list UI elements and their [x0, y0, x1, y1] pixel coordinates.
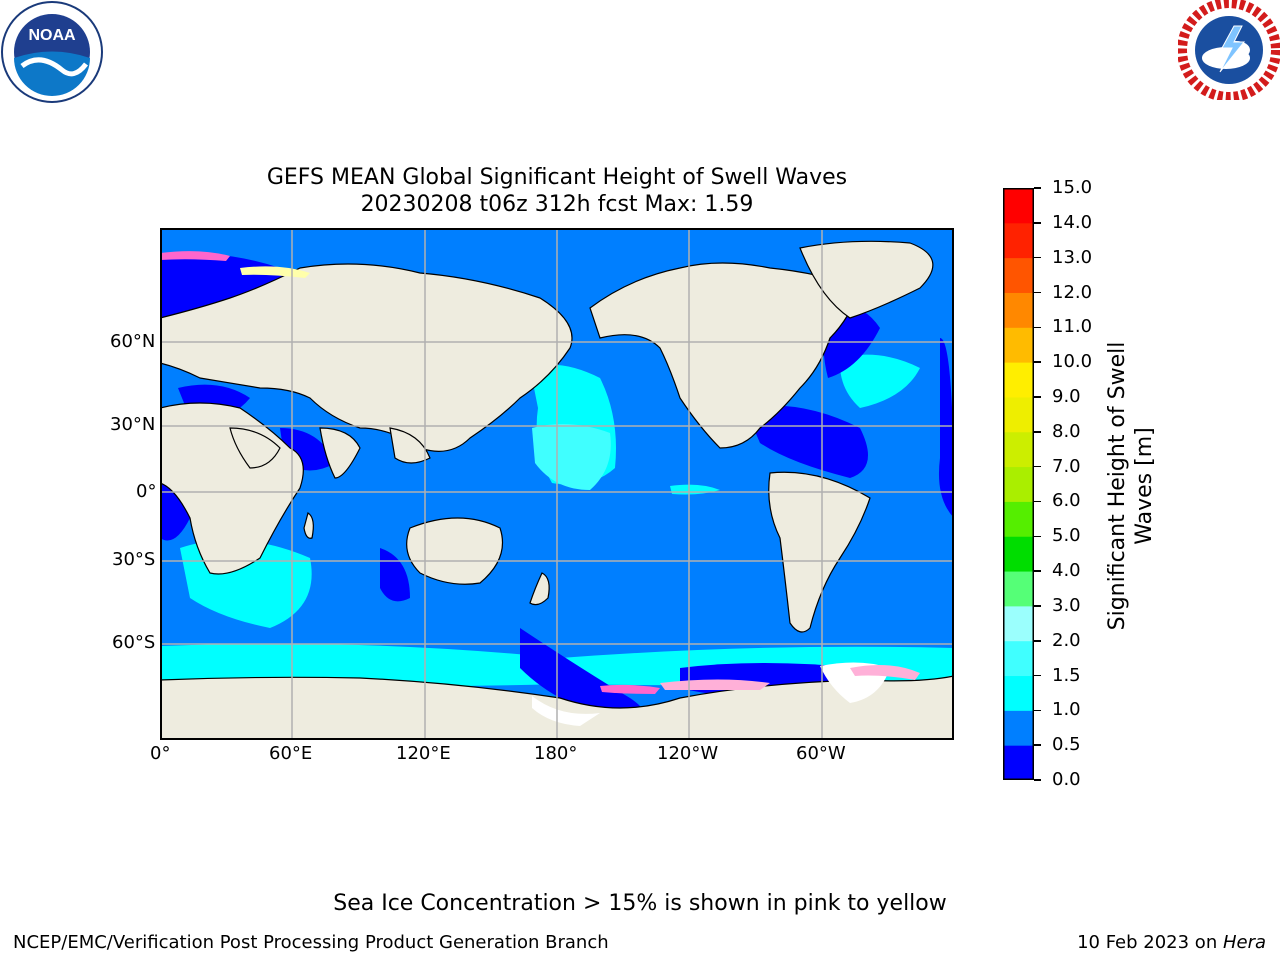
colorbar-tick-label: 14.0: [1052, 211, 1093, 233]
colorbar-segment: [1003, 431, 1034, 468]
colorbar-segment: [1003, 571, 1034, 607]
colorbar-segment: [1003, 292, 1034, 328]
colorbar-tick-label: 0.0: [1052, 769, 1081, 790]
colorbar-segment: [1003, 710, 1034, 746]
colorbar-tick-label: 12.0: [1052, 281, 1093, 303]
colorbar-tick-mark: [1034, 709, 1041, 712]
colorbar-tick-mark: [1034, 674, 1041, 677]
colorbar-tick-mark: [1034, 640, 1041, 642]
x-tick-0: 0°: [150, 743, 171, 764]
colorbar-tick-mark: [1034, 779, 1041, 781]
y-tick-60s: 60°S: [112, 632, 156, 653]
y-tick-30s: 30°S: [112, 549, 156, 570]
colorbar-segment: [1003, 675, 1034, 711]
noaa-logo: NOAA: [1, 1, 103, 103]
colorbar-segment: [1003, 605, 1034, 642]
colorbar-segment: [1003, 188, 1034, 224]
colorbar-label: Significant Height of Swell Waves [m]: [1104, 336, 1158, 636]
gridlines: [160, 228, 954, 740]
colorbar-tick-label: 6.0: [1052, 490, 1081, 512]
colorbar-tick-mark: [1034, 291, 1041, 294]
colorbar-tick-label: 7.0: [1052, 455, 1081, 477]
colorbar-tick-mark: [1034, 431, 1041, 433]
footer-machine: Hera: [1222, 932, 1266, 953]
colorbar-segment: [1003, 222, 1034, 259]
colorbar-tick-label: 1.5: [1052, 664, 1081, 686]
colorbar-tick-mark: [1034, 535, 1041, 537]
sea-ice-note: Sea Ice Concentration > 15% is shown in …: [333, 891, 947, 916]
chart-title: GEFS MEAN Global Significant Height of S…: [266, 165, 848, 190]
noaa-logo-text: NOAA: [28, 27, 76, 44]
colorbar-segment: [1003, 362, 1034, 398]
land-masses: [160, 240, 954, 740]
colorbar-tick-label: 2.0: [1052, 629, 1081, 651]
y-tick-0: 0°: [136, 481, 157, 502]
y-tick-60n: 60°N: [110, 331, 156, 352]
colorbar-tick-mark: [1034, 570, 1041, 572]
colorbar-segment: [1003, 466, 1034, 502]
colorbar-label-line1: Significant Height of Swell: [1105, 341, 1130, 631]
colorbar-tick-label: 0.5: [1052, 734, 1081, 756]
colorbar-segment: [1003, 640, 1034, 677]
x-tick-60e: 60°E: [269, 743, 313, 764]
swell-height-map: [160, 228, 954, 740]
y-tick-30n: 30°N: [110, 414, 156, 435]
colorbar-tick-mark: [1034, 465, 1041, 468]
colorbar-tick-mark: [1034, 326, 1041, 328]
x-tick-60w: 60°W: [796, 743, 846, 764]
colorbar-segment: [1003, 396, 1034, 433]
colorbar-tick-mark: [1034, 187, 1041, 189]
colorbar-tick-mark: [1034, 361, 1041, 363]
colorbar-tick-mark: [1034, 605, 1041, 607]
colorbar: [1003, 188, 1034, 780]
colorbar-tick-mark: [1034, 500, 1041, 503]
colorbar-tick-label: 8.0: [1052, 420, 1081, 442]
footer-credit: NCEP/EMC/Verification Post Processing Pr…: [13, 932, 609, 953]
colorbar-segment: [1003, 257, 1034, 293]
colorbar-tick-label: 1.0: [1052, 699, 1081, 721]
colorbar-tick-label: 13.0: [1052, 246, 1093, 268]
nws-logo: [1178, 0, 1280, 100]
colorbar-segment: [1003, 327, 1034, 363]
x-tick-180: 180°: [534, 743, 578, 764]
x-tick-120w: 120°W: [657, 743, 719, 764]
colorbar-tick-mark: [1034, 396, 1041, 398]
footer-date-text: 10 Feb 2023 on: [1077, 932, 1223, 953]
colorbar-label-line2: Waves [m]: [1132, 427, 1157, 545]
colorbar-tick-label: 3.0: [1052, 594, 1081, 616]
colorbar-tick-label: 5.0: [1052, 525, 1081, 547]
sea-ice: [160, 251, 920, 726]
colorbar-tick-label: 10.0: [1052, 351, 1093, 373]
colorbar-tick-mark: [1034, 256, 1041, 259]
colorbar-segment: [1003, 745, 1034, 780]
map-border: [160, 228, 954, 740]
x-tick-120e: 120°E: [396, 743, 451, 764]
colorbar-tick-label: 15.0: [1052, 177, 1093, 198]
chart-subtitle: 20230208 t06z 312h fcst Max: 1.59: [360, 192, 754, 217]
colorbar-segment: [1003, 501, 1034, 537]
colorbar-tick-label: 4.0: [1052, 560, 1081, 582]
colorbar-tick-mark: [1034, 222, 1041, 224]
colorbar-tick-label: 9.0: [1052, 385, 1081, 407]
colorbar-segment: [1003, 536, 1034, 572]
colorbar-tick-mark: [1034, 744, 1041, 746]
footer-date: 10 Feb 2023 on Hera: [1077, 932, 1266, 954]
colorbar-tick-label: 11.0: [1052, 316, 1093, 338]
